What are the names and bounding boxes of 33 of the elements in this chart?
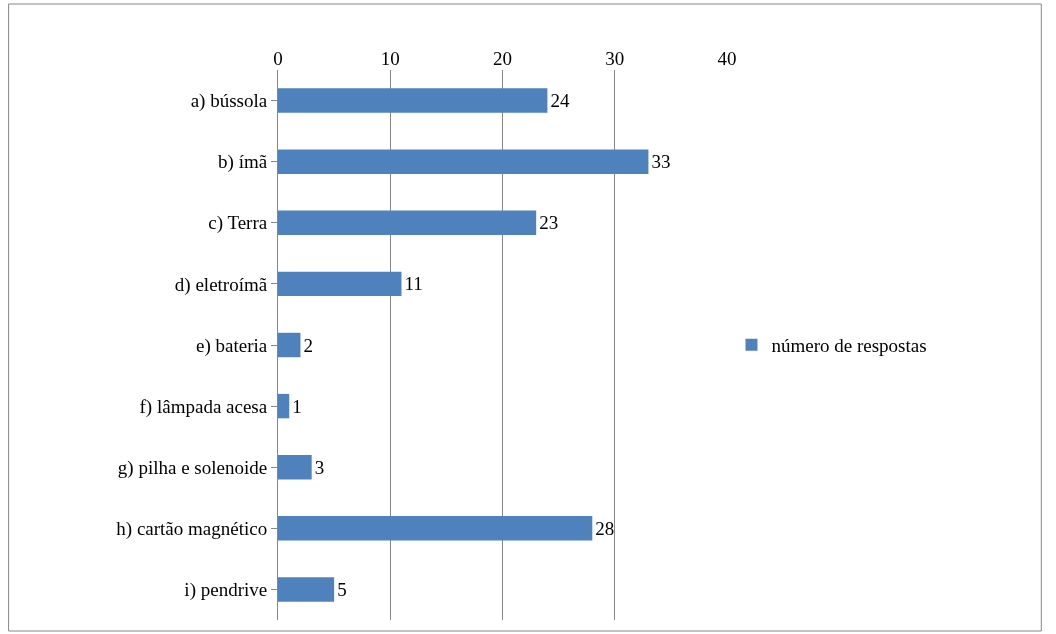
bar <box>278 455 312 480</box>
data-label: 5 <box>337 578 347 600</box>
y-tick-label: d) eletroímã <box>174 273 268 296</box>
y-tick-label: e) bateria <box>196 334 268 357</box>
y-tick-label: c) Terra <box>208 212 268 235</box>
y-tick-label: h) cartão magnético <box>116 517 268 540</box>
y-tick-label: g) pilha e solenoide <box>117 456 268 479</box>
data-label: 3 <box>314 456 325 478</box>
x-tick-label: 30 <box>605 48 625 70</box>
data-label: 1 <box>292 395 302 417</box>
bar <box>278 210 537 235</box>
x-tick-label: 20 <box>493 48 512 70</box>
bar <box>278 577 335 602</box>
bar <box>278 271 402 297</box>
data-label: 2 <box>303 334 313 356</box>
y-tick-label: i) pendrive <box>184 579 268 602</box>
bar <box>278 393 290 419</box>
legend-label: número de respostas <box>771 335 927 357</box>
x-tick-label: 10 <box>380 48 400 70</box>
y-tick-label: f) lâmpada acesa <box>139 395 268 418</box>
y-tick-label: b) ímã <box>218 151 268 174</box>
x-tick-label: 0 <box>273 48 283 70</box>
bar <box>278 516 593 541</box>
bar <box>278 149 649 174</box>
bar <box>278 88 548 113</box>
data-label: 11 <box>404 273 423 295</box>
data-label: 28 <box>595 517 615 539</box>
bar <box>278 332 301 358</box>
y-tick-label: a) bússola <box>190 90 268 113</box>
data-label: 33 <box>651 151 671 173</box>
data-label: 24 <box>550 90 570 112</box>
data-label: 23 <box>539 212 559 234</box>
x-tick-label: 40 <box>717 48 737 70</box>
